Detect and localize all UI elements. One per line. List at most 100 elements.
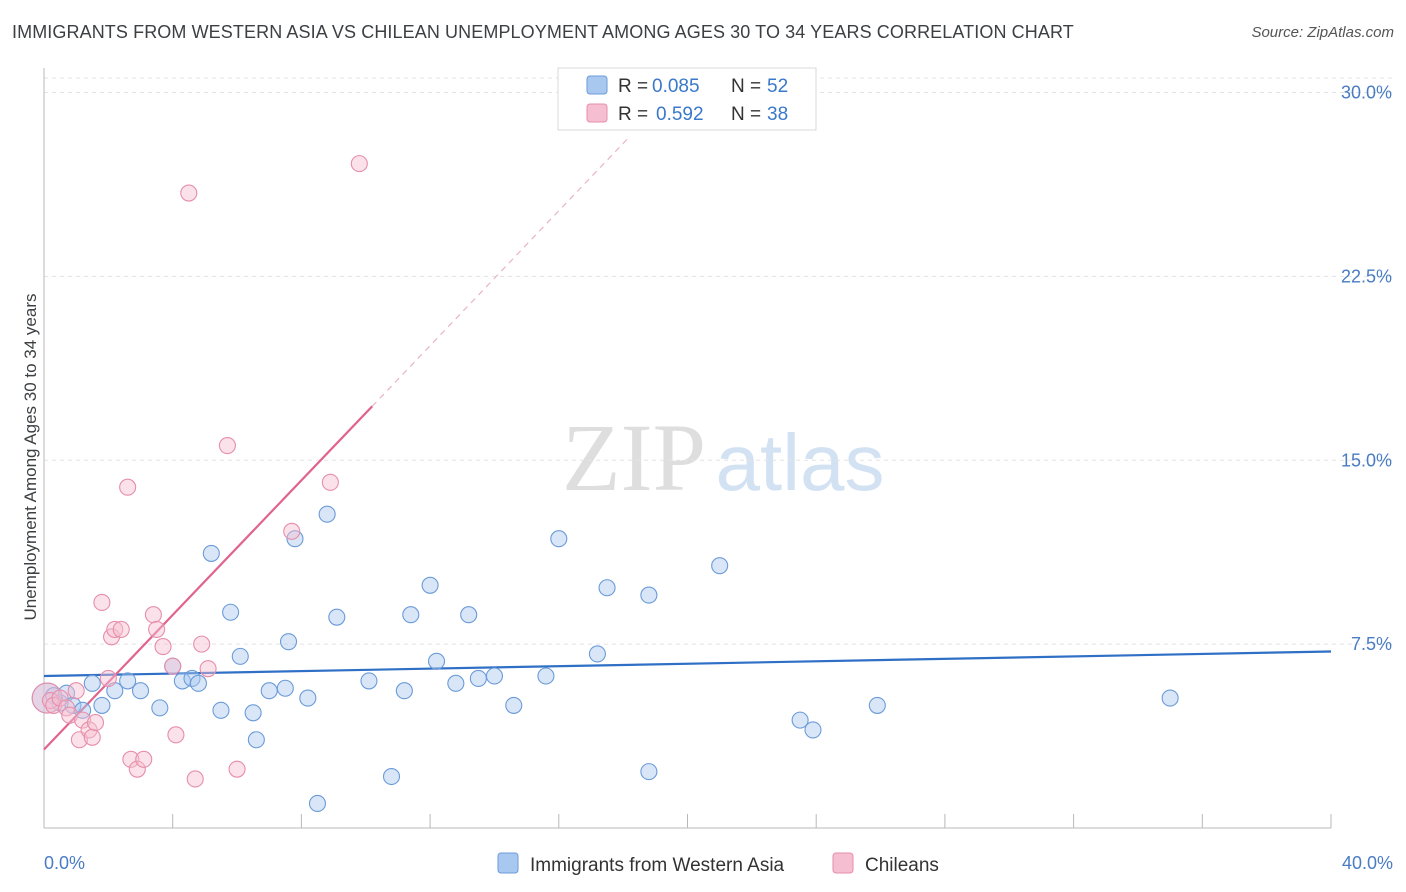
point-chileans-8: [74, 711, 92, 729]
legend-n-value-1: 52: [767, 76, 788, 97]
point-western-asia-39: [485, 667, 504, 685]
point-western-asia-22: [260, 682, 278, 700]
y-axis-label: Unemployment Among Ages 30 to 34 years: [21, 294, 40, 621]
legend-swatch-chileans: [586, 103, 608, 123]
point-chileans-16: [112, 620, 130, 638]
legend-series-1-label: Immigrants from Western Asia: [530, 855, 785, 876]
point-chileans-18: [122, 750, 140, 768]
point-western-asia-38: [469, 669, 487, 688]
point-chileans-6: [67, 682, 85, 700]
point-western-asia-17: [212, 701, 230, 719]
point-western-asia-32: [395, 682, 413, 700]
point-western-asia-21: [247, 731, 265, 749]
data-points: [31, 155, 1179, 813]
legend-swatch-series-2: [832, 852, 854, 874]
point-western-asia-19: [231, 647, 249, 665]
point-western-asia-41: [537, 667, 555, 685]
legend-n-value-2: 38: [767, 104, 788, 125]
point-western-asia-28: [318, 505, 336, 523]
point-western-asia-42: [550, 530, 568, 548]
point-chileans-15: [106, 620, 124, 638]
trend-line-0: [43, 650, 1332, 678]
point-chileans-28: [193, 635, 211, 653]
watermark-zip: ZIP: [562, 404, 706, 511]
point-western-asia-30: [360, 672, 378, 690]
point-chileans-11: [86, 714, 105, 732]
point-western-asia-49: [804, 721, 822, 739]
point-western-asia-9: [119, 672, 137, 690]
point-western-asia-44: [598, 579, 616, 597]
point-chileans-12: [93, 593, 111, 612]
point-chileans-13: [99, 669, 117, 688]
point-chileans-34: [350, 155, 368, 173]
legend-swatch-western-asia: [586, 75, 608, 95]
point-chileans-20: [135, 750, 153, 768]
point-chileans-29: [199, 660, 217, 678]
y-tick-label-2: 22.5%: [1341, 266, 1392, 286]
point-chileans-21: [144, 606, 162, 624]
legend-r-value-1: 0.085: [652, 76, 700, 97]
y-tick-label-0: 7.5%: [1351, 634, 1392, 654]
point-chileans-24: [164, 657, 182, 675]
x-tick-label-min: 0.0%: [44, 853, 85, 873]
point-chileans-17: [119, 478, 137, 496]
point-western-asia-20: [244, 704, 262, 722]
point-chileans-5: [61, 706, 79, 724]
legend-r-label-1: R =: [618, 76, 648, 97]
point-western-asia-48: [791, 711, 809, 729]
y-tick-label-3: 30.0%: [1341, 83, 1392, 103]
point-western-asia-16: [202, 544, 220, 562]
point-western-asia-11: [151, 699, 169, 717]
point-western-asia-24: [279, 633, 298, 651]
point-western-asia-50: [868, 696, 886, 714]
trend-lines: [43, 136, 1332, 751]
trend-line-dashed-1: [371, 136, 631, 407]
legend-n-label-1: N =: [731, 76, 761, 97]
x-tick-label-max: 40.0%: [1342, 853, 1393, 873]
point-western-asia-40: [505, 696, 523, 714]
watermark-atlas: atlas: [716, 418, 885, 507]
point-western-asia-27: [308, 794, 327, 813]
axes: [43, 68, 1332, 829]
point-western-asia-43: [588, 645, 606, 663]
point-western-asia-47: [711, 557, 729, 575]
point-chileans-3: [51, 689, 69, 707]
point-chileans-1: [41, 691, 59, 710]
point-western-asia-18: [222, 603, 240, 621]
point-western-asia-51: [1161, 689, 1179, 707]
point-western-asia-36: [447, 674, 465, 692]
point-chileans-0: [31, 682, 63, 714]
point-chileans-25: [167, 726, 185, 744]
point-chileans-19: [128, 760, 146, 778]
point-chileans-27: [186, 770, 204, 788]
series-legend: Immigrants from Western Asia Chileans: [497, 852, 939, 876]
point-chileans-10: [83, 728, 101, 746]
source-credit: Source: ZipAtlas.com: [1251, 24, 1394, 41]
point-western-asia-46: [640, 586, 658, 604]
point-western-asia-7: [93, 696, 111, 714]
point-western-asia-31: [382, 767, 401, 786]
legend-r-label-2: R =: [618, 104, 648, 125]
point-western-asia-33: [402, 606, 420, 624]
point-chileans-31: [228, 760, 246, 778]
chart-title: IMMIGRANTS FROM WESTERN ASIA VS CHILEAN …: [12, 22, 1074, 42]
point-western-asia-10: [131, 682, 150, 700]
tick-labels: 7.5% 15.0% 22.5% 30.0% 0.0% 40.0%: [44, 83, 1393, 873]
point-western-asia-6: [83, 674, 101, 692]
point-western-asia-26: [299, 689, 317, 707]
point-chileans-26: [180, 184, 198, 202]
point-western-asia-34: [421, 576, 439, 594]
legend-r-value-2: 0.592: [656, 104, 704, 125]
y-tick-label-1: 15.0%: [1341, 450, 1392, 470]
point-western-asia-37: [460, 606, 478, 624]
point-chileans-23: [154, 638, 172, 656]
point-chileans-22: [148, 620, 166, 638]
correlation-legend: R = 0.085 N = 52 R = 0.592 N = 38: [557, 67, 817, 131]
point-chileans-32: [283, 522, 301, 540]
point-western-asia-23: [276, 679, 294, 697]
point-chileans-30: [218, 436, 236, 455]
point-western-asia-45: [640, 763, 658, 781]
point-western-asia-15: [189, 674, 207, 692]
trend-line-1: [43, 405, 373, 751]
